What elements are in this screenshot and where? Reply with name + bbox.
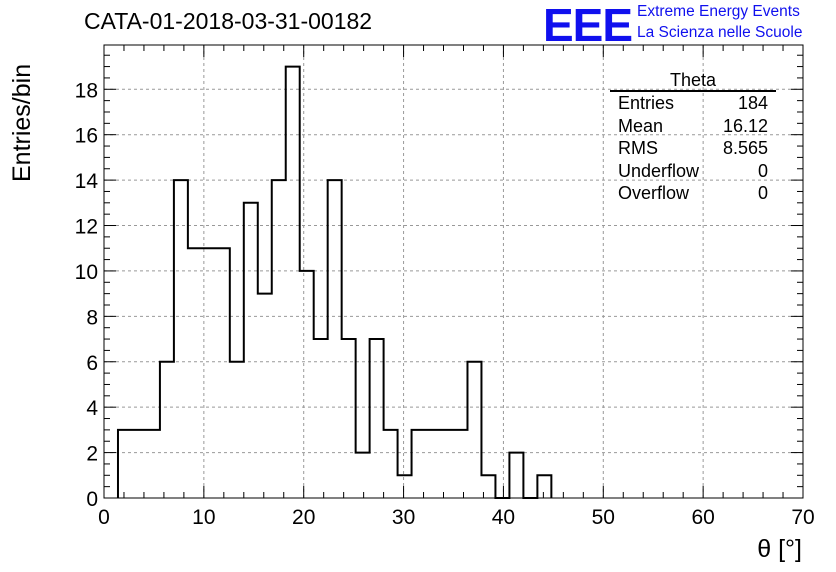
histogram-bin bbox=[188, 248, 202, 498]
histogram-bin bbox=[146, 430, 160, 498]
x-tick-label: 20 bbox=[292, 506, 315, 529]
stats-label: Underflow bbox=[618, 160, 700, 181]
histogram-bin bbox=[384, 430, 398, 498]
y-tick-label: 6 bbox=[86, 352, 98, 375]
x-tick-label: 0 bbox=[98, 506, 110, 529]
stats-row-overflow: Overflow 0 bbox=[610, 182, 776, 205]
histogram-bin bbox=[314, 339, 328, 498]
histogram-bin bbox=[467, 362, 481, 498]
histogram-bin bbox=[244, 203, 258, 498]
histogram-bin bbox=[426, 430, 440, 498]
stats-label: Overflow bbox=[618, 183, 690, 203]
y-tick-label: 4 bbox=[86, 397, 98, 420]
x-tick-label: 60 bbox=[691, 506, 714, 529]
stats-row-underflow: Underflow 0 bbox=[610, 160, 776, 183]
histogram-bin bbox=[300, 271, 314, 498]
histogram-bin bbox=[286, 67, 300, 498]
stats-value: 0 bbox=[757, 160, 768, 181]
histogram-bin bbox=[160, 362, 174, 498]
stats-title: Theta bbox=[610, 70, 776, 92]
stats-row-rms: RMS 8.565 bbox=[610, 137, 776, 160]
histogram-bin bbox=[174, 180, 188, 498]
stats-value: 184 bbox=[737, 93, 768, 113]
histogram-bin bbox=[509, 453, 523, 498]
chart-title: CATA-01-2018-03-31-00182 bbox=[84, 8, 373, 34]
histogram-bin bbox=[328, 180, 342, 498]
histogram-bin bbox=[398, 475, 412, 498]
histogram-bin bbox=[454, 430, 468, 498]
x-axis-label: θ [°] bbox=[757, 535, 802, 563]
stats-box: Theta Entries 184 Mean 16.12 RMS 8.565 U… bbox=[610, 70, 776, 205]
y-tick-label: 12 bbox=[75, 216, 98, 239]
stats-label: Mean bbox=[618, 115, 664, 136]
eee-logo: EEE bbox=[543, 0, 633, 51]
x-tick-label: 30 bbox=[392, 506, 415, 529]
histogram-bin bbox=[258, 294, 272, 498]
x-tick-label: 70 bbox=[791, 506, 814, 529]
y-tick-label: 10 bbox=[75, 261, 98, 284]
y-tick-label: 0 bbox=[86, 488, 98, 511]
stats-label: Entries bbox=[618, 93, 675, 113]
histogram-bin bbox=[118, 430, 132, 498]
histogram-bin bbox=[370, 339, 384, 498]
stats-value: 16.12 bbox=[722, 115, 768, 136]
stats-row-entries: Entries 184 bbox=[610, 92, 776, 115]
stats-value: 0 bbox=[757, 183, 768, 203]
stats-label: RMS bbox=[618, 138, 658, 158]
x-tick-label: 10 bbox=[192, 506, 215, 529]
stats-row-mean: Mean 16.12 bbox=[610, 115, 776, 138]
histogram-bin bbox=[202, 248, 216, 498]
histogram-bin bbox=[272, 180, 286, 498]
histogram-bin bbox=[230, 362, 244, 498]
x-tick-label: 50 bbox=[592, 506, 615, 529]
y-tick-label: 16 bbox=[75, 125, 98, 148]
histogram-bin bbox=[481, 475, 495, 498]
logo-subtitle-2: La Scienza nelle Scuole bbox=[637, 24, 803, 41]
y-tick-label: 18 bbox=[75, 79, 98, 102]
y-tick-label: 8 bbox=[86, 306, 98, 329]
histogram-bin bbox=[132, 430, 146, 498]
histogram-bin bbox=[412, 430, 426, 498]
histogram-outline bbox=[116, 65, 553, 499]
logo-subtitle-1: Extreme Energy Events bbox=[637, 3, 800, 20]
y-tick-label: 14 bbox=[75, 170, 99, 193]
histogram-bin bbox=[216, 248, 230, 498]
y-axis-label: Entries/bin bbox=[8, 63, 36, 182]
y-tick-label: 2 bbox=[86, 443, 98, 466]
histogram-bin bbox=[356, 453, 370, 498]
histogram-bin bbox=[342, 339, 356, 498]
stats-value: 8.565 bbox=[722, 138, 768, 158]
histogram-bin bbox=[440, 430, 454, 498]
histogram-bin bbox=[537, 475, 551, 498]
x-tick-label: 40 bbox=[492, 506, 515, 529]
plot-frame bbox=[103, 44, 804, 499]
